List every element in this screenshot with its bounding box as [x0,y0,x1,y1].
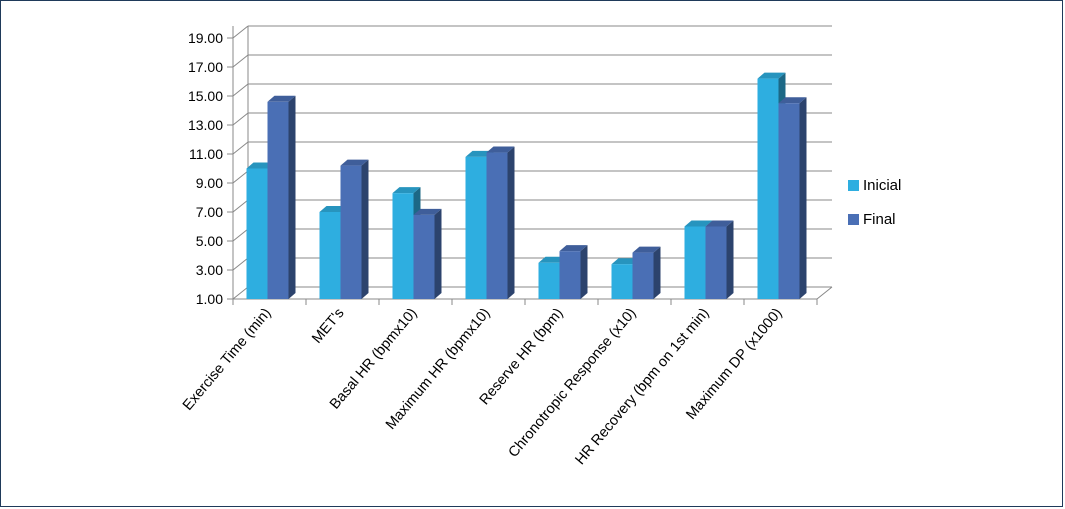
y-tick-label: 5.00 [196,233,223,249]
side-gridline [232,286,249,300]
bar-inicial [538,262,560,299]
legend-label-final: Final [863,210,896,228]
y-tick-label: 15.00 [188,88,223,104]
side-gridline [232,170,249,184]
bar-inicial [392,193,414,299]
side-gridline [232,54,249,68]
side-gridline [232,228,249,242]
bar-inicial [611,264,633,299]
bar-top-final [486,146,515,153]
bar-side-final [653,246,661,299]
bar-side-final [799,97,807,299]
x-tick-label: Chronotropic Response (x10) [506,305,640,460]
bar-final [267,101,289,299]
bar-top-final [413,208,442,215]
bar-top-final [778,97,807,104]
side-gridline [232,199,249,213]
bar-final [486,152,508,299]
bar-final [778,103,800,299]
floor-right-edge [816,286,833,300]
y-tick-label: 1.00 [196,291,223,307]
bar-side-final [580,245,588,299]
side-gridline [232,257,249,271]
bar-inicial [684,226,706,299]
bar-inicial [757,78,779,299]
bar-top-final [559,245,588,252]
bar-top-inicial [757,72,786,79]
bar-final [632,252,654,299]
y-tick-label: 9.00 [196,175,223,191]
side-gridline [232,83,249,97]
legend-item-inicial: Inicial [848,168,901,202]
side-gridline [232,25,249,39]
x-tick-label: MET's [309,305,347,346]
bar-inicial [465,156,487,299]
legend-swatch-final [848,213,859,225]
y-tick-label: 7.00 [196,204,223,220]
bar-top-final [267,95,296,102]
side-gridline [232,141,249,155]
bar-final [559,251,581,299]
bar-inicial [246,168,268,299]
bar-side-final [507,146,515,299]
y-tick-label: 11.00 [189,146,223,162]
bar-top-final [632,246,661,253]
bar-final [413,214,435,299]
bar-top-inicial [684,220,713,227]
y-tick-label: 19.00 [188,30,223,46]
bar-final [705,226,727,299]
bar-side-final [288,95,296,299]
bar-side-final [726,220,734,299]
y-tick-label: 17.00 [188,59,223,75]
bar-top-inicial [392,187,421,194]
bar-side-final [361,159,369,299]
bar-top-final [705,220,734,227]
x-tick-label: Exercise Time (min) [180,305,275,413]
y-tick-label: 3.00 [196,262,223,278]
legend: Inicial Final [848,168,901,236]
bar-side-final [434,208,442,299]
legend-swatch-inicial [848,179,859,191]
bar-final [340,165,362,299]
legend-item-final: Final [848,202,901,236]
side-gridline [232,112,249,126]
x-tick-label: HR Recovery (bpm on 1st min) [572,305,712,468]
bar-inicial [319,212,341,299]
bar-top-final [340,159,369,166]
y-tick-label: 13.00 [188,117,223,133]
legend-label-inicial: Inicial [863,176,902,194]
